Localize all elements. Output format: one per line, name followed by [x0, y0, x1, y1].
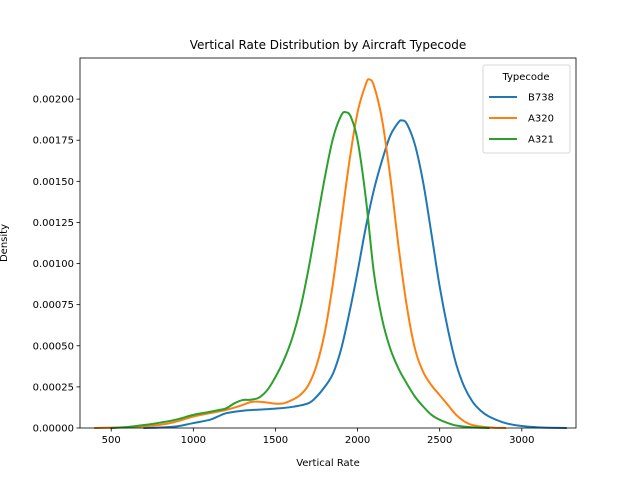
chart-title: Vertical Rate Distribution by Aircraft T… [190, 38, 467, 52]
y-tick-label: 0.00000 [33, 424, 74, 435]
y-tick-label: 0.00050 [33, 341, 74, 352]
y-tick-label: 0.00125 [33, 218, 74, 229]
x-tick-label: 3000 [509, 435, 534, 446]
y-tick-label: 0.00100 [33, 259, 74, 270]
legend-label-b738: B738 [528, 93, 554, 104]
legend: Typecode B738 A320 A321 [482, 64, 571, 154]
plot-frame [79, 57, 577, 429]
x-axis-label: Vertical Rate [296, 458, 360, 469]
series-line-a320 [93, 78, 507, 429]
x-tick-label: 1000 [181, 435, 206, 446]
x-tick-label: 2000 [345, 435, 370, 446]
y-axis-ticks: 0.00000 0.00025 0.00050 0.00075 0.00100 0.001… [33, 95, 80, 435]
y-tick-label: 0.00075 [33, 300, 74, 311]
y-tick-label: 0.00175 [33, 136, 74, 147]
x-tick-label: 500 [102, 435, 121, 446]
y-tick-label: 0.00150 [33, 177, 74, 188]
legend-title: Typecode [501, 72, 549, 83]
series-layer [93, 78, 568, 429]
series-line-a321 [110, 111, 490, 429]
y-tick-label: 0.00025 [33, 382, 74, 393]
y-tick-label: 0.00200 [33, 95, 74, 106]
series-line-b738 [143, 119, 568, 429]
legend-label-a320: A320 [528, 114, 554, 125]
x-tick-label: 2500 [427, 435, 452, 446]
y-axis-label: Density [0, 224, 10, 262]
x-axis-ticks: 500 1000 1500 2000 2500 3000 [102, 428, 535, 446]
legend-box [482, 64, 571, 154]
x-tick-label: 1500 [263, 435, 288, 446]
legend-label-a321: A321 [528, 135, 554, 146]
legend-items: B738 A320 A321 [489, 93, 554, 146]
